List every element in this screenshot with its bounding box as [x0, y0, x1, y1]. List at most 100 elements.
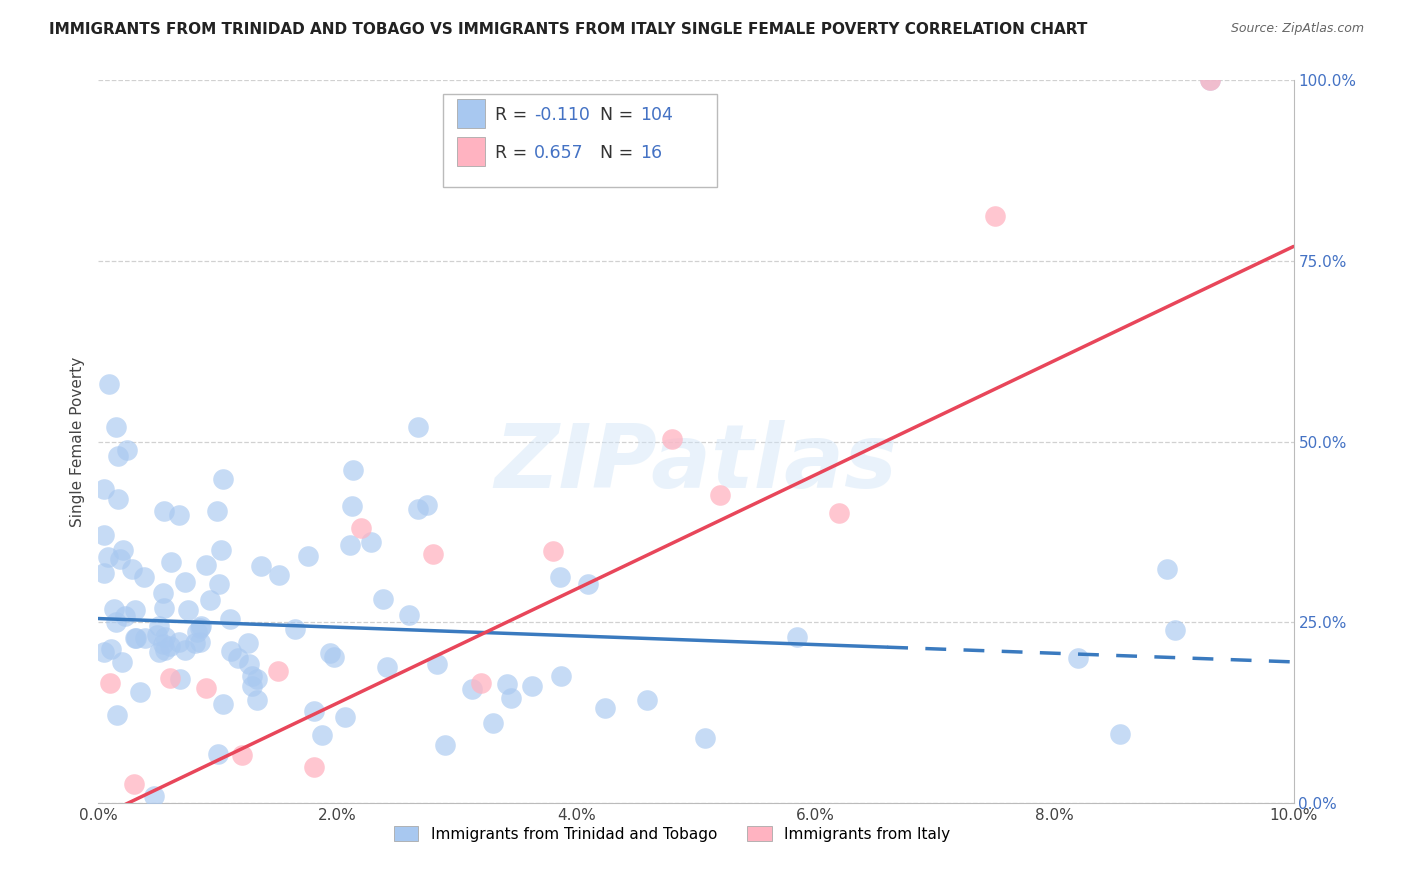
Point	[373, 591, 395, 606]
Point	[98, 676, 122, 690]
Point	[426, 657, 449, 671]
Point	[636, 693, 658, 707]
Legend: Immigrants from Trinidad and Tobago, Immigrants from Italy: Immigrants from Trinidad and Tobago, Imm…	[387, 818, 957, 849]
Point	[93, 566, 115, 580]
Point	[134, 631, 156, 645]
Point	[93, 482, 115, 496]
Point	[132, 569, 155, 583]
Point	[153, 630, 176, 644]
Point	[183, 635, 205, 649]
Point	[267, 568, 290, 582]
Point	[219, 643, 242, 657]
Point	[177, 603, 200, 617]
Text: Source: ZipAtlas.com: Source: ZipAtlas.com	[1230, 22, 1364, 36]
Text: -0.110: -0.110	[534, 106, 591, 124]
Point	[335, 710, 357, 724]
Point	[828, 506, 851, 520]
Point	[142, 789, 165, 803]
Point	[240, 668, 263, 682]
Point	[984, 209, 1007, 223]
Point	[302, 704, 325, 718]
Point	[238, 657, 260, 671]
Point	[522, 679, 544, 693]
Point	[174, 643, 197, 657]
Point	[398, 608, 420, 623]
Point	[246, 693, 269, 707]
Point	[550, 669, 572, 683]
Point	[205, 504, 228, 518]
Point	[470, 676, 492, 690]
Point	[128, 685, 150, 699]
Point	[160, 555, 183, 569]
Point	[242, 679, 264, 693]
Point	[105, 707, 128, 722]
Point	[146, 628, 169, 642]
Point	[188, 621, 211, 635]
Point	[1199, 73, 1222, 87]
Point	[195, 558, 218, 572]
Point	[786, 630, 808, 644]
Point	[231, 748, 253, 763]
Point	[482, 715, 505, 730]
Text: 16: 16	[640, 145, 662, 162]
Point	[406, 502, 429, 516]
Point	[461, 681, 484, 696]
Point	[593, 701, 616, 715]
Point	[159, 639, 181, 653]
Point	[406, 420, 429, 434]
Text: IMMIGRANTS FROM TRINIDAD AND TOBAGO VS IMMIGRANTS FROM ITALY SINGLE FEMALE POVER: IMMIGRANTS FROM TRINIDAD AND TOBAGO VS I…	[49, 22, 1088, 37]
Point	[250, 559, 273, 574]
Point	[111, 542, 134, 557]
Point	[360, 534, 382, 549]
Point	[153, 600, 176, 615]
Point	[159, 671, 181, 685]
Point	[339, 538, 361, 552]
Point	[93, 527, 115, 541]
Point	[148, 645, 170, 659]
Point	[1067, 651, 1090, 665]
Point	[548, 570, 571, 584]
Text: ZIPatlas: ZIPatlas	[495, 420, 897, 507]
Point	[1108, 727, 1130, 741]
Point	[415, 498, 437, 512]
Point	[661, 432, 683, 446]
Point	[1156, 562, 1178, 576]
Point	[541, 543, 564, 558]
Point	[709, 488, 731, 502]
Point	[124, 777, 146, 791]
Point	[377, 660, 399, 674]
Point	[695, 731, 717, 746]
Point	[124, 603, 146, 617]
Point	[107, 449, 129, 463]
Point	[107, 492, 129, 507]
Point	[121, 562, 143, 576]
Point	[422, 547, 444, 561]
Point	[155, 643, 177, 657]
Point	[212, 473, 235, 487]
Point	[501, 690, 523, 705]
Point	[297, 549, 319, 563]
Point	[186, 625, 208, 640]
Point	[496, 677, 519, 691]
Point	[103, 602, 125, 616]
Y-axis label: Single Female Poverty: Single Female Poverty	[69, 357, 84, 526]
Point	[195, 681, 218, 695]
Point	[1199, 73, 1222, 87]
Point	[1164, 623, 1187, 637]
Point	[98, 376, 121, 391]
Point	[219, 612, 242, 626]
Point	[152, 503, 174, 517]
Point	[111, 655, 134, 669]
Point	[105, 615, 128, 630]
Point	[323, 650, 346, 665]
Point	[100, 642, 122, 657]
Point	[190, 619, 212, 633]
Point	[208, 577, 231, 591]
Point	[188, 634, 211, 648]
Point	[267, 664, 290, 678]
Point	[576, 577, 599, 591]
Point	[167, 634, 190, 648]
Point	[209, 543, 232, 558]
Point	[246, 673, 269, 687]
Point	[350, 520, 373, 534]
